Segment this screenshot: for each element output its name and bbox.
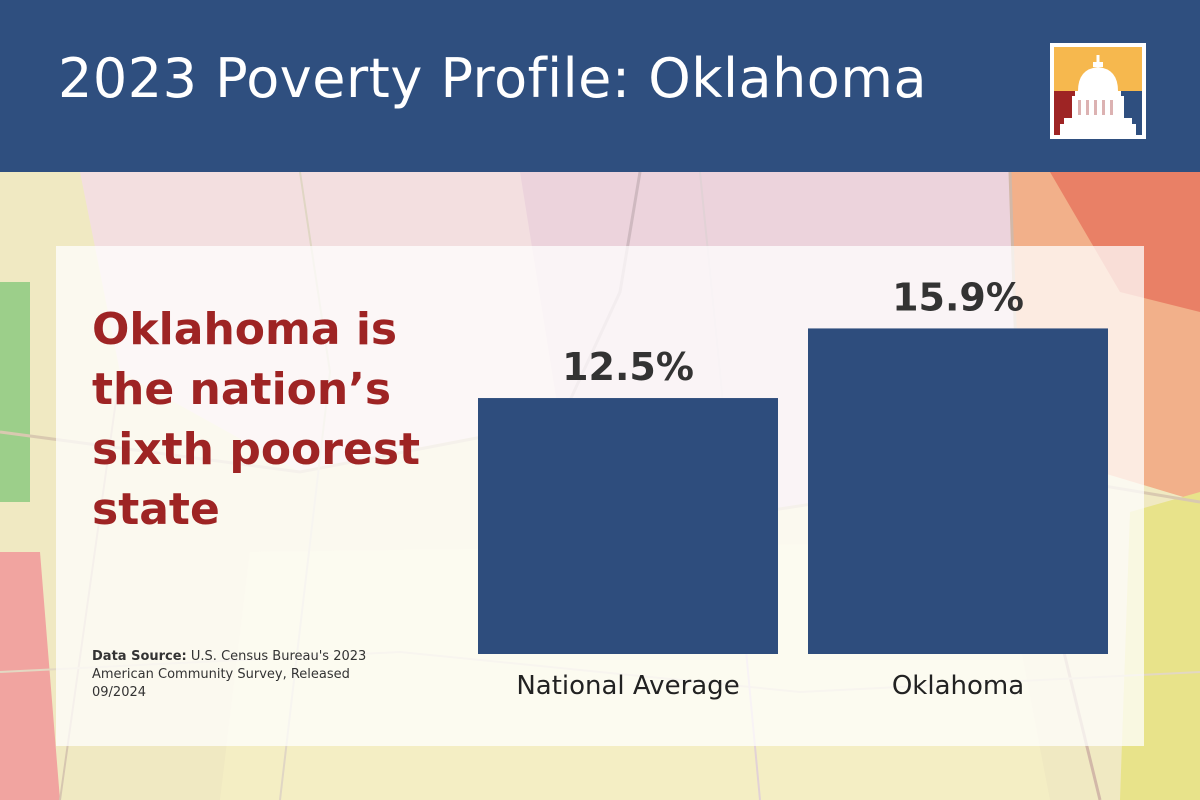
data-source-text: U.S. Census Bureau's 2023 American Commu… — [92, 649, 367, 700]
bar-oklahoma — [808, 328, 1108, 654]
capitol-dome-logo-icon — [1050, 43, 1146, 139]
bar-national-average — [478, 398, 778, 654]
data-source-note: Data Source: U.S. Census Bureau's 2023 A… — [92, 648, 392, 702]
data-source-label: Data Source: — [92, 649, 187, 664]
headline: Oklahoma is the nation’s sixth poorest s… — [92, 304, 421, 535]
page-title: 2023 Poverty Profile: Oklahoma — [58, 47, 928, 110]
header-banner: 2023 Poverty Profile: Oklahoma — [0, 0, 1200, 172]
